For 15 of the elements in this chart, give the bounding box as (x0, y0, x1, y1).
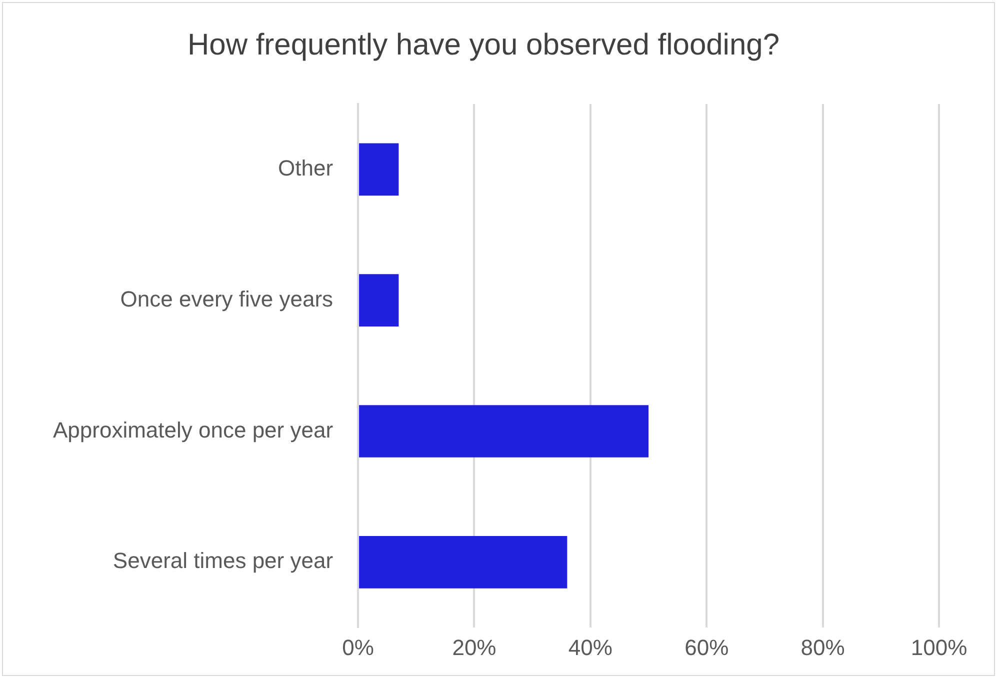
bar (359, 143, 399, 196)
x-tick-label: 20% (452, 634, 496, 660)
bar (359, 536, 568, 588)
x-tick-label: 60% (684, 634, 729, 660)
bar (359, 274, 399, 327)
bar (359, 405, 649, 458)
y-tick-label: Several times per year (112, 548, 334, 574)
y-tick-label: Approximately once per year (52, 417, 334, 442)
x-tick-label: 80% (800, 634, 845, 660)
x-tick-label: 0% (342, 634, 374, 660)
y-tick-label: Once every five years (120, 286, 334, 312)
x-tick-label: 40% (568, 634, 612, 660)
x-tick-label: 100% (910, 634, 968, 660)
y-tick-label: Other (278, 156, 334, 181)
chart-title: How frequently have you observed flooding? (187, 28, 780, 62)
